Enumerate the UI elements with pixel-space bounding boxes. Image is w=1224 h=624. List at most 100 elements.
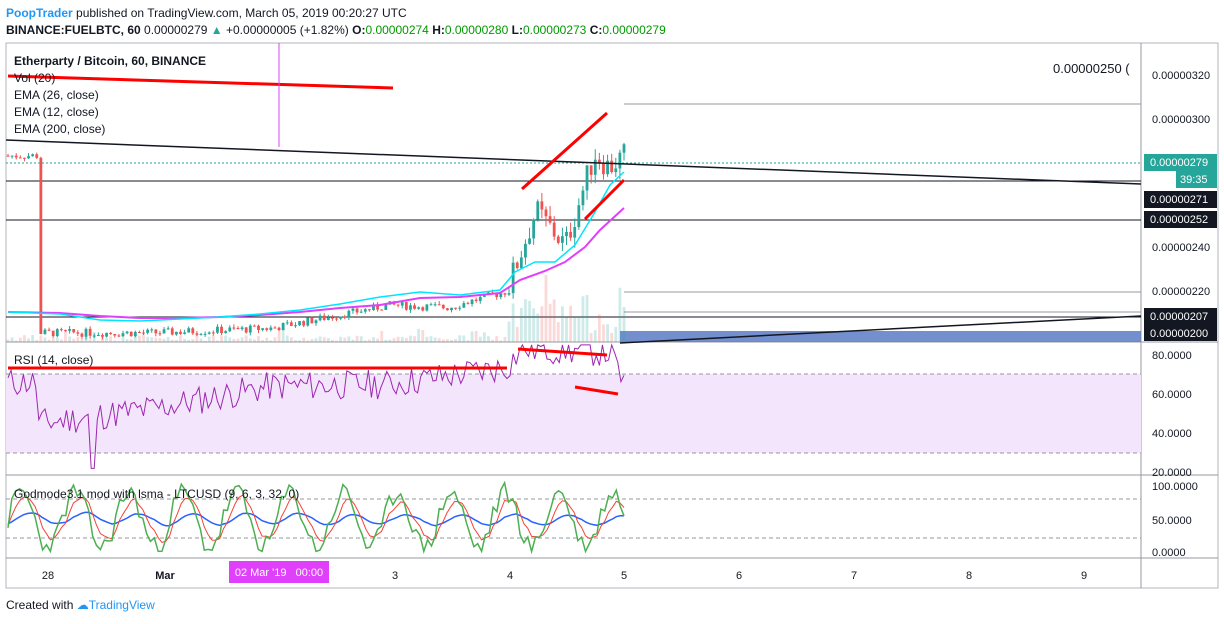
volume-bar xyxy=(6,339,10,342)
legend-ema26[interactable]: EMA (26, close) xyxy=(14,88,99,102)
rsi-red-divergence-top xyxy=(517,347,608,357)
candle-body xyxy=(84,328,88,337)
volume-bar xyxy=(618,287,622,342)
support-zone xyxy=(620,331,1141,342)
candle-body xyxy=(573,227,577,238)
candle-body xyxy=(207,332,211,334)
price-axis[interactable]: 0.00000320 0.00000300 0.00000240 0.00000… xyxy=(1144,70,1217,341)
volume-bar xyxy=(474,330,478,342)
volume-bar xyxy=(236,338,240,342)
volume-bar xyxy=(458,335,462,342)
volume-bar xyxy=(64,330,67,342)
time-axis[interactable]: 28 Mar 2 3 4 5 6 7 8 9 02 Mar '19 00:00 xyxy=(42,561,1087,583)
volume-bar xyxy=(257,336,260,342)
volume-bar xyxy=(253,339,256,342)
candle-body xyxy=(602,163,605,175)
author-name[interactable]: PoopTrader xyxy=(6,6,73,20)
volume-bar xyxy=(487,336,490,342)
volume-bar xyxy=(39,335,43,342)
volume-bar xyxy=(359,336,363,342)
volume-bar xyxy=(261,340,265,342)
candle-body xyxy=(478,296,482,301)
chart-frame xyxy=(5,42,1219,589)
volume-bar xyxy=(174,339,178,342)
volume-bar xyxy=(367,339,371,342)
legend-ema200[interactable]: EMA (200, close) xyxy=(14,122,105,136)
candle-body xyxy=(548,216,552,223)
volume-bar xyxy=(80,338,84,342)
candle-body xyxy=(314,320,318,324)
level-tag-252-text: 0.00000252 xyxy=(1150,214,1208,226)
volume-bar xyxy=(602,324,605,342)
candle-body xyxy=(367,309,371,311)
candle-body xyxy=(544,209,548,217)
candle-body xyxy=(228,327,232,332)
chart-canvas[interactable]: Etherparty / Bitcoin, 60, BINANCE Vol (2… xyxy=(0,40,1224,592)
candle-body xyxy=(326,317,330,320)
volume-bar xyxy=(351,339,355,342)
candle-body xyxy=(277,327,281,331)
legend-vol[interactable]: Vol (20) xyxy=(14,71,55,85)
rsi-tick: 80.0000 xyxy=(1152,350,1192,362)
candle-body xyxy=(125,331,129,334)
candle-body xyxy=(552,222,556,237)
chart-legend: Etherparty / Bitcoin, 60, BINANCE Vol (2… xyxy=(14,54,206,136)
candle-body xyxy=(528,238,531,244)
volume-bar xyxy=(355,335,359,342)
volume-bar xyxy=(113,340,117,342)
time-tick: 28 xyxy=(42,570,54,582)
candle-body xyxy=(335,318,338,320)
volume-bar xyxy=(31,335,35,342)
volume-bar xyxy=(478,336,482,342)
volume-bar xyxy=(314,338,318,342)
rsi-title: RSI (14, close) xyxy=(14,353,93,367)
candle-body xyxy=(310,317,314,324)
candle-body xyxy=(138,331,141,333)
volume-bar xyxy=(404,337,408,342)
volume-bar xyxy=(544,275,548,342)
candle-body xyxy=(72,329,76,333)
price-tick: 0.00000320 xyxy=(1152,70,1210,82)
legend-ema12[interactable]: EMA (12, close) xyxy=(14,105,99,119)
tradingview-link[interactable]: TradingView xyxy=(88,598,155,612)
godmode-pane[interactable]: Godmode3.1 mod with lsma - LTCUSD (9, 6,… xyxy=(6,480,1198,559)
time-tick: 6 xyxy=(736,570,742,582)
volume-bar xyxy=(10,337,14,342)
volume-bar xyxy=(425,336,429,342)
candle-body xyxy=(80,333,84,337)
candle-body xyxy=(47,329,51,331)
volume-bar xyxy=(392,338,396,342)
ema-26-line xyxy=(7,207,625,319)
volume-bar xyxy=(413,336,416,342)
volume-bar xyxy=(470,331,474,342)
candle-body xyxy=(495,293,499,298)
close-label: C: xyxy=(589,23,603,37)
volume-bar xyxy=(84,337,88,342)
candle-body xyxy=(96,334,100,336)
volume-bar xyxy=(462,335,466,342)
volume-bar xyxy=(220,335,223,342)
candle-body xyxy=(376,304,379,310)
volume-bar xyxy=(519,307,523,342)
candle-body xyxy=(170,328,174,335)
volume-bar xyxy=(372,337,375,342)
volume-bar xyxy=(294,340,297,342)
volume-bar xyxy=(396,336,400,342)
rsi-pane[interactable]: RSI (14, close) 80.0000 60.0000 40.0000 … xyxy=(6,343,1192,479)
candle-body xyxy=(146,329,150,333)
volume-bar xyxy=(548,303,552,342)
volume-bar xyxy=(265,337,269,342)
candle-body xyxy=(199,334,203,336)
level-tag-271-text: 0.00000271 xyxy=(1150,194,1208,206)
volume-bar xyxy=(482,332,486,342)
candle-body xyxy=(236,328,240,330)
candle-body xyxy=(454,307,458,309)
candle-body xyxy=(622,144,626,153)
volume-bar xyxy=(142,334,145,342)
time-tick: 8 xyxy=(966,570,972,582)
volume-bar xyxy=(536,313,540,342)
support-trendline xyxy=(619,315,1142,344)
candle-body xyxy=(113,333,117,336)
volume-bar xyxy=(347,336,351,342)
godmode-signal-line xyxy=(7,494,625,543)
